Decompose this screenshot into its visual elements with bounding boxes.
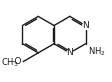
Text: N: N (66, 48, 73, 57)
Text: NH$_2$: NH$_2$ (87, 45, 104, 58)
Text: N: N (82, 21, 88, 30)
Text: CH$_3$: CH$_3$ (1, 56, 18, 69)
Text: -O: -O (11, 57, 22, 66)
